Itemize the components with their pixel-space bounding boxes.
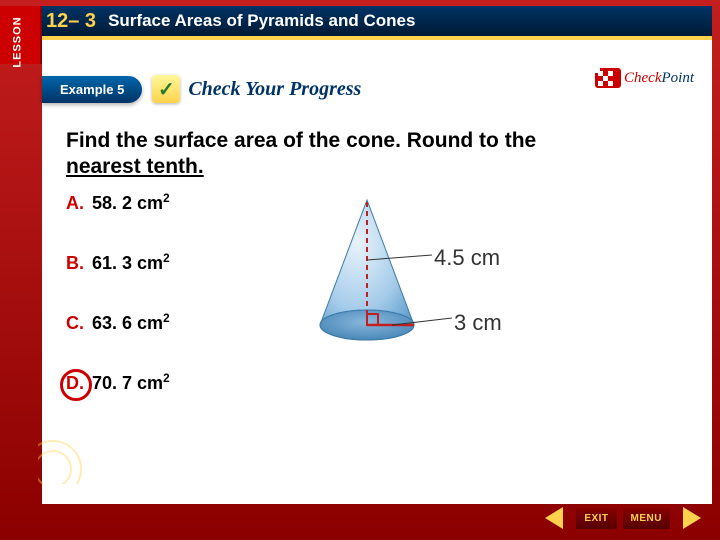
choice-letter-d: D.: [66, 373, 92, 394]
choice-value-c: 63. 6 cm2: [92, 312, 170, 334]
corner-decoration-icon: [38, 424, 98, 484]
exit-button[interactable]: EXIT: [576, 508, 616, 529]
choice-d[interactable]: D. 70. 7 cm2: [66, 372, 170, 394]
choice-b[interactable]: B. 61. 3 cm2: [66, 252, 170, 274]
choice-letter-a: A.: [66, 193, 92, 214]
choice-letter-c: C.: [66, 313, 92, 334]
example-pill: Example 5: [42, 76, 142, 103]
checkpoint-icon: [595, 68, 621, 88]
checkpoint-check-text: Check: [624, 70, 661, 87]
arrow-right-icon: [683, 507, 701, 529]
arrow-left-icon: [545, 507, 563, 529]
example-bar: Example 5 ✓ Check Your Progress CheckPoi…: [42, 68, 712, 110]
checkmark-icon: ✓: [152, 75, 180, 103]
choice-c[interactable]: C. 63. 6 cm2: [66, 312, 170, 334]
question-prompt: Find the surface area of the cone. Round…: [66, 128, 688, 181]
next-button[interactable]: [676, 504, 708, 532]
lesson-tab: LESSON: [0, 6, 42, 64]
prompt-line2: nearest tenth.: [66, 155, 204, 178]
prompt-line1: Find the surface area of the cone. Round…: [66, 129, 536, 152]
checkpoint-point-text: Point: [662, 70, 695, 87]
choice-value-d: 70. 7 cm2: [92, 372, 170, 394]
lesson-number: 12– 3: [46, 10, 96, 33]
choice-value-a: 58. 2 cm2: [92, 192, 170, 214]
lesson-header: 12– 3 Surface Areas of Pyramids and Cone…: [42, 6, 712, 36]
choice-letter-b: B.: [66, 253, 92, 274]
menu-button[interactable]: MENU: [623, 508, 670, 529]
lesson-title: Surface Areas of Pyramids and Cones: [108, 11, 415, 31]
cone-svg: [302, 190, 522, 370]
lesson-tab-label: LESSON: [12, 16, 24, 67]
bottom-nav: EXIT MENU: [538, 504, 708, 532]
content-area: Example 5 ✓ Check Your Progress CheckPoi…: [42, 36, 712, 504]
cone-height-label: 4.5 cm: [434, 245, 500, 271]
answer-choices: A. 58. 2 cm2 B. 61. 3 cm2 C. 63. 6 cm2 D…: [66, 192, 170, 432]
prev-button[interactable]: [538, 504, 570, 532]
cone-figure: 4.5 cm 3 cm: [302, 190, 522, 370]
cone-radius-label: 3 cm: [454, 310, 502, 336]
check-your-progress-label: Check Your Progress: [188, 78, 361, 101]
choice-value-b: 61. 3 cm2: [92, 252, 170, 274]
checkpoint-badge: CheckPoint: [595, 68, 694, 88]
slide-frame: LESSON 12– 3 Surface Areas of Pyramids a…: [0, 0, 720, 540]
choice-a[interactable]: A. 58. 2 cm2: [66, 192, 170, 214]
